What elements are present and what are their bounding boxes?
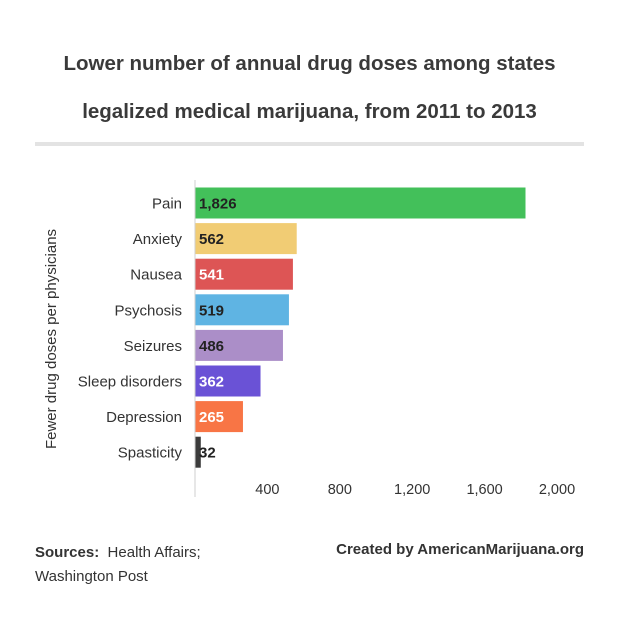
category-label-sleep-disorders: Sleep disorders bbox=[78, 374, 182, 391]
value-label-spasticity: 32 bbox=[199, 445, 216, 462]
y-axis-title: Fewer drug doses per physicians bbox=[43, 229, 60, 449]
category-label-seizures: Seizures bbox=[124, 338, 182, 355]
value-label-anxiety: 562 bbox=[199, 231, 224, 248]
value-label-depression: 265 bbox=[199, 409, 224, 426]
x-tick-label-1200: 1,200 bbox=[394, 482, 430, 498]
sources-label: Sources: bbox=[35, 544, 100, 561]
sources-line-1: Health Affairs; bbox=[107, 544, 201, 561]
x-tick-label-2000: 2,000 bbox=[539, 482, 575, 498]
credit-note: Created by AmericanMarijuana.org bbox=[336, 541, 584, 558]
bars-group bbox=[195, 187, 526, 468]
value-labels-group: 1,826 562 541 519 486 362 265 32 bbox=[199, 196, 237, 462]
bar-psychosis bbox=[195, 294, 289, 326]
title-divider bbox=[35, 142, 584, 146]
value-label-psychosis: 519 bbox=[199, 302, 224, 319]
value-label-seizures: 486 bbox=[199, 338, 224, 355]
sources-note: Sources: Health Affairs; Washington Post bbox=[35, 541, 201, 589]
bar-seizures bbox=[195, 329, 283, 361]
value-label-nausea: 541 bbox=[199, 267, 224, 284]
category-label-pain: Pain bbox=[152, 196, 182, 213]
x-tick-label-1600: 1,600 bbox=[466, 482, 502, 498]
chart-title-line-1: Lower number of annual drug doses among … bbox=[63, 52, 556, 75]
category-label-depression: Depression bbox=[106, 409, 182, 426]
value-label-pain: 1,826 bbox=[199, 196, 237, 213]
x-tick-label-800: 800 bbox=[328, 482, 352, 498]
category-label-spasticity: Spasticity bbox=[118, 445, 183, 462]
category-label-anxiety: Anxiety bbox=[133, 231, 183, 248]
bar-nausea bbox=[195, 258, 293, 290]
bar-spasticity bbox=[195, 436, 201, 468]
bar-depression bbox=[195, 401, 243, 433]
category-label-psychosis: Psychosis bbox=[114, 302, 182, 319]
category-label-nausea: Nausea bbox=[130, 267, 182, 284]
bar-chart: Fewer drug doses per physicians Pain Anxi… bbox=[43, 180, 575, 498]
category-labels-group: Pain Anxiety Nausea Psychosis Seizures Sleep … bbox=[78, 196, 183, 462]
x-tick-labels-group: 400 800 1,200 1,600 2,000 bbox=[255, 482, 575, 498]
bar-pain bbox=[195, 187, 526, 219]
value-label-sleep-disorders: 362 bbox=[199, 374, 224, 391]
y-axis-title-group: Fewer drug doses per physicians bbox=[43, 229, 60, 449]
x-tick-label-400: 400 bbox=[255, 482, 279, 498]
bar-anxiety bbox=[195, 223, 297, 255]
bar-sleep-disorders bbox=[195, 365, 261, 397]
chart-title-line-2: legalized medical marijuana, from 2011 t… bbox=[82, 100, 537, 123]
sources-line-2: Washington Post bbox=[35, 568, 148, 585]
